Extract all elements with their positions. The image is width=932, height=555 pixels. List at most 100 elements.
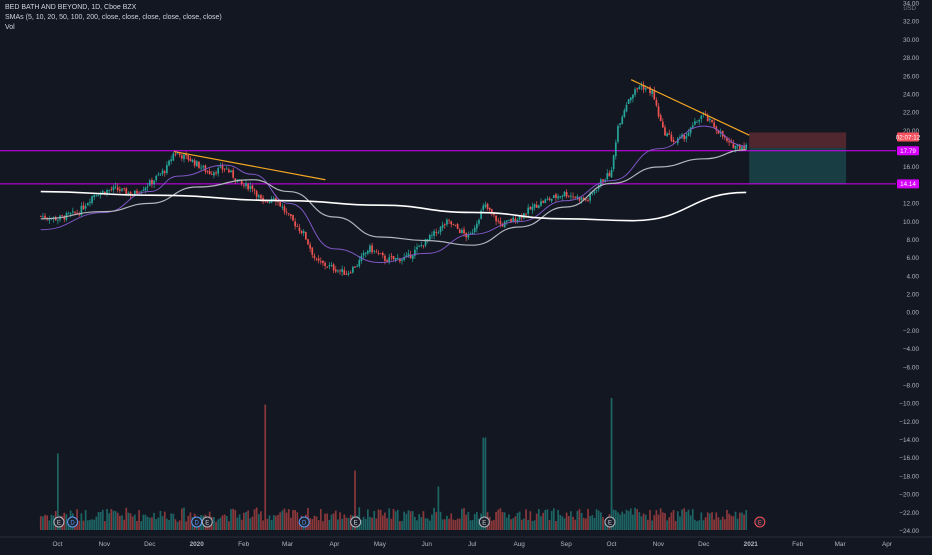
candle-body (529, 206, 532, 210)
symbol-title[interactable]: BED BATH AND BEYOND, 1D, Cboe BZX (5, 4, 137, 11)
volume-bar (454, 520, 457, 530)
candle-body (255, 191, 258, 197)
sma-indicator-label[interactable]: SMAs (5, 10, 20, 50, 100, 200, close, cl… (5, 14, 222, 21)
candle-body (570, 195, 572, 197)
candle-body (225, 168, 228, 170)
volume-bar (416, 520, 418, 530)
candle-body (125, 188, 128, 195)
level-price-tag: 14.14 (897, 179, 919, 189)
earnings-marker: E (604, 516, 616, 528)
candle-body (195, 161, 198, 167)
earnings-marker-circle (754, 516, 766, 528)
candle-body (249, 186, 252, 189)
volume-bar (315, 516, 318, 530)
candle-body (728, 141, 730, 143)
volume-bar (341, 518, 344, 530)
volume-bar (97, 512, 100, 530)
volume-bar (407, 510, 410, 530)
volume-bar (691, 509, 694, 530)
volume-bar (50, 514, 53, 530)
volume-bar (668, 517, 671, 530)
candle-body (649, 87, 651, 94)
volume-bar (91, 519, 93, 530)
candle-body (119, 189, 121, 191)
time-axis-tick: Apr (882, 541, 893, 548)
volume-bar (317, 520, 320, 530)
volume-bar (640, 516, 643, 530)
candle-body (394, 257, 397, 261)
candle-body (666, 133, 668, 137)
volume-indicator-label[interactable]: Vol (5, 24, 15, 31)
candle-body (57, 219, 59, 221)
candle-body (163, 171, 166, 173)
volume-bar (467, 511, 470, 530)
candle-body (621, 116, 624, 124)
volume-bar (713, 519, 715, 530)
volume-bar (309, 518, 311, 530)
volume-bar (431, 514, 433, 530)
volume-bar (384, 512, 386, 530)
earnings-marker-letter: E (608, 521, 612, 527)
candle-body (200, 167, 202, 169)
volume-bar (471, 520, 474, 530)
volume-bar (257, 514, 260, 530)
candle-body (97, 195, 100, 197)
volume-bar (394, 511, 397, 530)
volume-bar (217, 519, 220, 530)
volume-bar (651, 520, 654, 530)
candle-body (501, 223, 504, 227)
volume-bar (153, 512, 155, 530)
price-axis-tick: 34.00 (903, 1, 919, 8)
volume-bar (719, 519, 722, 530)
candle-body (366, 250, 369, 254)
candle-body (634, 89, 636, 95)
volume-bar (523, 518, 525, 530)
candle-body (294, 221, 297, 227)
candle-body (161, 170, 164, 174)
candle-body (422, 245, 425, 247)
volume-bar (279, 512, 282, 530)
candle-body (364, 252, 367, 254)
candle-body (544, 199, 547, 204)
candle-body (559, 196, 562, 198)
time-axis-tick: Nov (99, 541, 111, 548)
candle-body (657, 106, 660, 117)
candle-body (191, 159, 194, 163)
candle-body (414, 249, 416, 256)
volume-bar (589, 516, 592, 530)
price-axis-currency: USD (903, 6, 916, 12)
candle-body (679, 136, 681, 139)
volume-bar (679, 516, 681, 530)
candle-body (253, 189, 256, 191)
candle-body (623, 110, 626, 117)
volume-bar (428, 520, 431, 530)
price-axis-tick: −10.00 (899, 401, 919, 408)
candle-body (93, 195, 96, 197)
volume-bar (670, 512, 673, 530)
candle-body (540, 201, 542, 206)
candle-body (121, 188, 123, 191)
volume-bar (82, 520, 85, 530)
time-axis-tick: 2021 (744, 541, 759, 548)
candle-body (700, 115, 703, 120)
candle-body (240, 180, 243, 185)
candle-body (651, 90, 654, 94)
volume-bar (104, 521, 106, 530)
candle-body (319, 261, 322, 262)
candle-body (668, 133, 671, 135)
volume-bar (343, 514, 346, 530)
candle-body (508, 220, 510, 221)
volume-bar (452, 519, 455, 530)
candle-body (685, 136, 688, 139)
volume-bar (420, 517, 423, 530)
volume-bar (330, 514, 333, 530)
dividend-marker: D (191, 516, 203, 528)
volume-bar (264, 404, 267, 530)
volume-bar (552, 508, 555, 530)
candle-body (144, 187, 147, 191)
price-tag-box (897, 146, 919, 156)
candle-body (514, 218, 517, 222)
